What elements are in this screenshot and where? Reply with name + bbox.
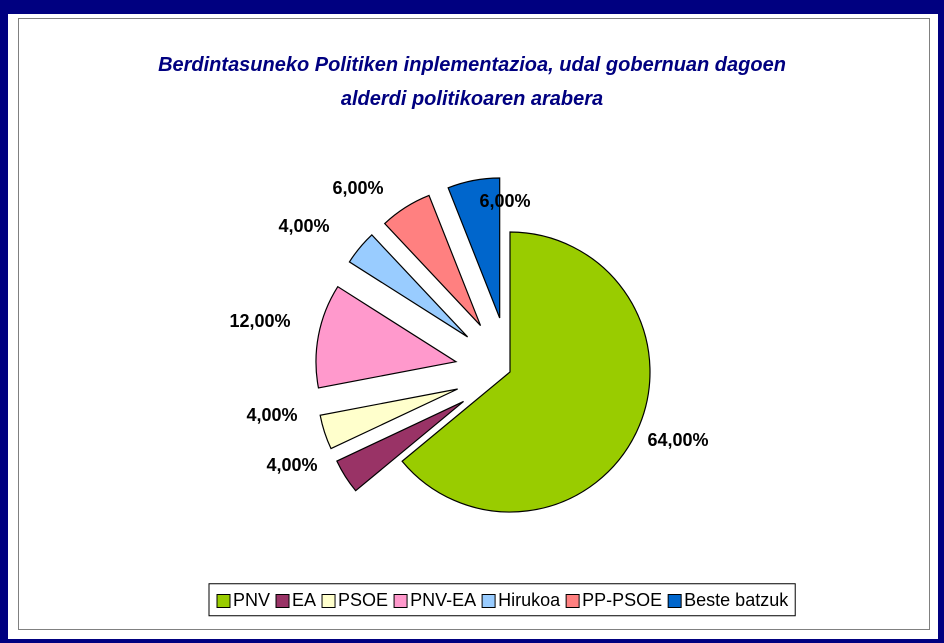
pie-slice (447, 177, 501, 319)
legend-label: PP-PSOE (582, 590, 662, 610)
pie-slice (336, 400, 464, 492)
data-label: 6,00% (332, 178, 383, 198)
legend-swatch (393, 594, 408, 608)
legend-label: EA (292, 590, 316, 610)
legend-swatch (275, 594, 290, 608)
data-label: 64,00% (647, 430, 708, 450)
data-label: 6,00% (479, 191, 530, 211)
data-label: 12,00% (229, 311, 290, 331)
pie-slice (319, 388, 458, 450)
legend-label: PNV-EA (410, 590, 476, 610)
legend: PNV EA PSOE PNV-EA Hirukoa PP-PSOE Beste batzu… (216, 590, 789, 610)
legend-label: Beste batzuk (684, 590, 789, 610)
pie-slice (348, 234, 469, 338)
data-label: 4,00% (266, 455, 317, 475)
legend-swatch (565, 594, 580, 608)
legend-swatch (321, 594, 336, 608)
chart-title: Berdintasuneko Politiken inplementazioa,… (158, 54, 786, 110)
legend-label: Hirukoa (498, 590, 561, 610)
legend-box (208, 583, 796, 617)
legend-swatch (216, 594, 231, 608)
legend-label: PSOE (338, 590, 388, 610)
legend-swatch (667, 594, 682, 608)
data-label: 4,00% (278, 216, 329, 236)
legend-swatch (481, 594, 496, 608)
pie-slice (383, 194, 482, 326)
chart-area (18, 18, 930, 630)
legend-label: PNV (233, 590, 270, 610)
pie-slice (401, 231, 651, 513)
pie-slice (315, 285, 458, 389)
data-label: 4,00% (246, 405, 297, 425)
